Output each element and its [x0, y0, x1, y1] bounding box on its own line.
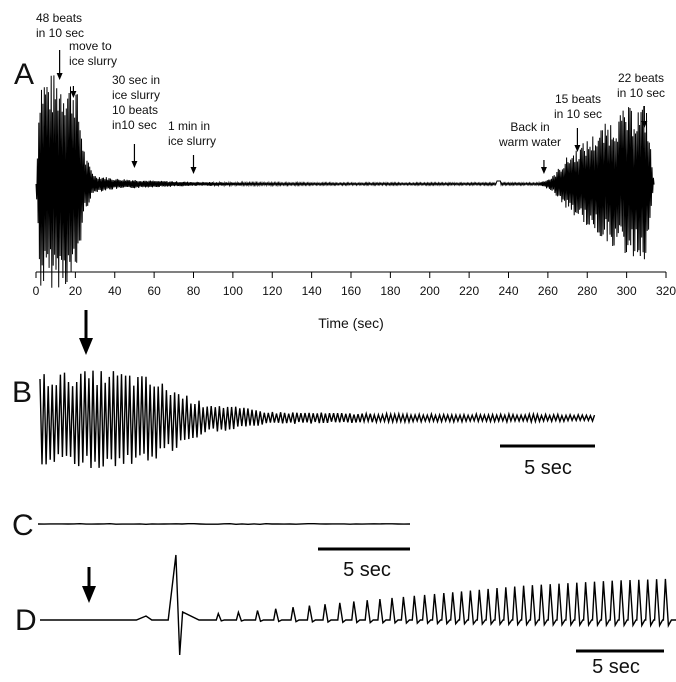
panel-a-label: A — [14, 58, 34, 91]
panel-a-annotation-text: in 10 sec — [36, 26, 84, 40]
panel-a-annotation-text: ice slurry — [168, 134, 216, 148]
panel-a-tick-label: 40 — [108, 284, 122, 298]
panel-a-tick-label: 300 — [617, 284, 637, 298]
panel-a-annotation-arrowhead — [574, 145, 580, 152]
panel-b-arrow — [79, 310, 93, 355]
panel-a-annotation-text: move to — [69, 39, 112, 53]
panel-a-annotation-arrowhead — [57, 73, 63, 80]
panel-b: B 5 sec — [12, 310, 595, 479]
panel-b-label: B — [12, 376, 32, 409]
panel-a-annotation-text: 22 beats — [618, 71, 664, 85]
panel-a-tick-label: 240 — [498, 284, 518, 298]
panel-b-scale-label: 5 sec — [524, 457, 572, 479]
panel-a-annotation-arrowhead — [191, 167, 197, 174]
panel-c-label: C — [12, 509, 34, 542]
panel-c-scale-label: 5 sec — [343, 559, 391, 581]
panel-a-tick-label: 180 — [380, 284, 400, 298]
panel-a-annotation-arrowhead — [541, 167, 547, 174]
panel-a-tick-label: 320 — [656, 284, 676, 298]
panel-a-annotation-text: in10 sec — [112, 118, 157, 132]
panel-a-annotation-text: 30 sec in — [112, 73, 160, 87]
panel-a-tick-label: 140 — [302, 284, 322, 298]
panel-a-annotation-text: 10 beats — [112, 103, 158, 117]
panel-a-annotation-text: ice slurry — [69, 54, 117, 68]
panel-a-ticks: 0 20 40 60 80 100 120 140 160 180 200 220 240 260 280 3… — [33, 272, 676, 298]
panel-a-tick-label: 160 — [341, 284, 361, 298]
panel-c-trace — [38, 524, 410, 525]
panel-a-x-axis-label: Time (sec) — [318, 315, 384, 331]
panel-a-tick-label: 100 — [223, 284, 243, 298]
panel-c: C 5 sec — [12, 509, 410, 581]
panel-b-trace — [40, 371, 595, 468]
panel-d-arrow — [82, 567, 96, 603]
panel-a-tick-label: 260 — [538, 284, 558, 298]
panel-a-tick-label: 220 — [459, 284, 479, 298]
panel-a-annotation-text: 15 beats — [555, 92, 601, 106]
panel-a-tick-label: 20 — [69, 284, 83, 298]
panel-a-tick-label: 80 — [187, 284, 201, 298]
panel-a-tick-label: 60 — [147, 284, 161, 298]
panel-a-annotation-text: in 10 sec — [554, 107, 602, 121]
panel-a-tick-label: 200 — [420, 284, 440, 298]
panel-a-tick-label: 120 — [262, 284, 282, 298]
panel-a-annotation-text: Back in — [510, 120, 549, 134]
panel-a-tick-label: 0 — [33, 284, 40, 298]
panel-a-tick-label: 280 — [577, 284, 597, 298]
panel-d-label: D — [15, 604, 37, 637]
panel-a-annotation-arrowhead — [131, 161, 137, 168]
panel-a-annotation-text: 1 min in — [168, 119, 210, 133]
panel-a-annotation-text: in 10 sec — [617, 86, 665, 100]
panel-d-scale-label: 5 sec — [592, 656, 640, 677]
panel-a-annotation-text: warm water — [498, 135, 561, 149]
panel-a-annotation-text: ice slurry — [112, 88, 160, 102]
panel-a-annotation-text: 48 beats — [36, 11, 82, 25]
